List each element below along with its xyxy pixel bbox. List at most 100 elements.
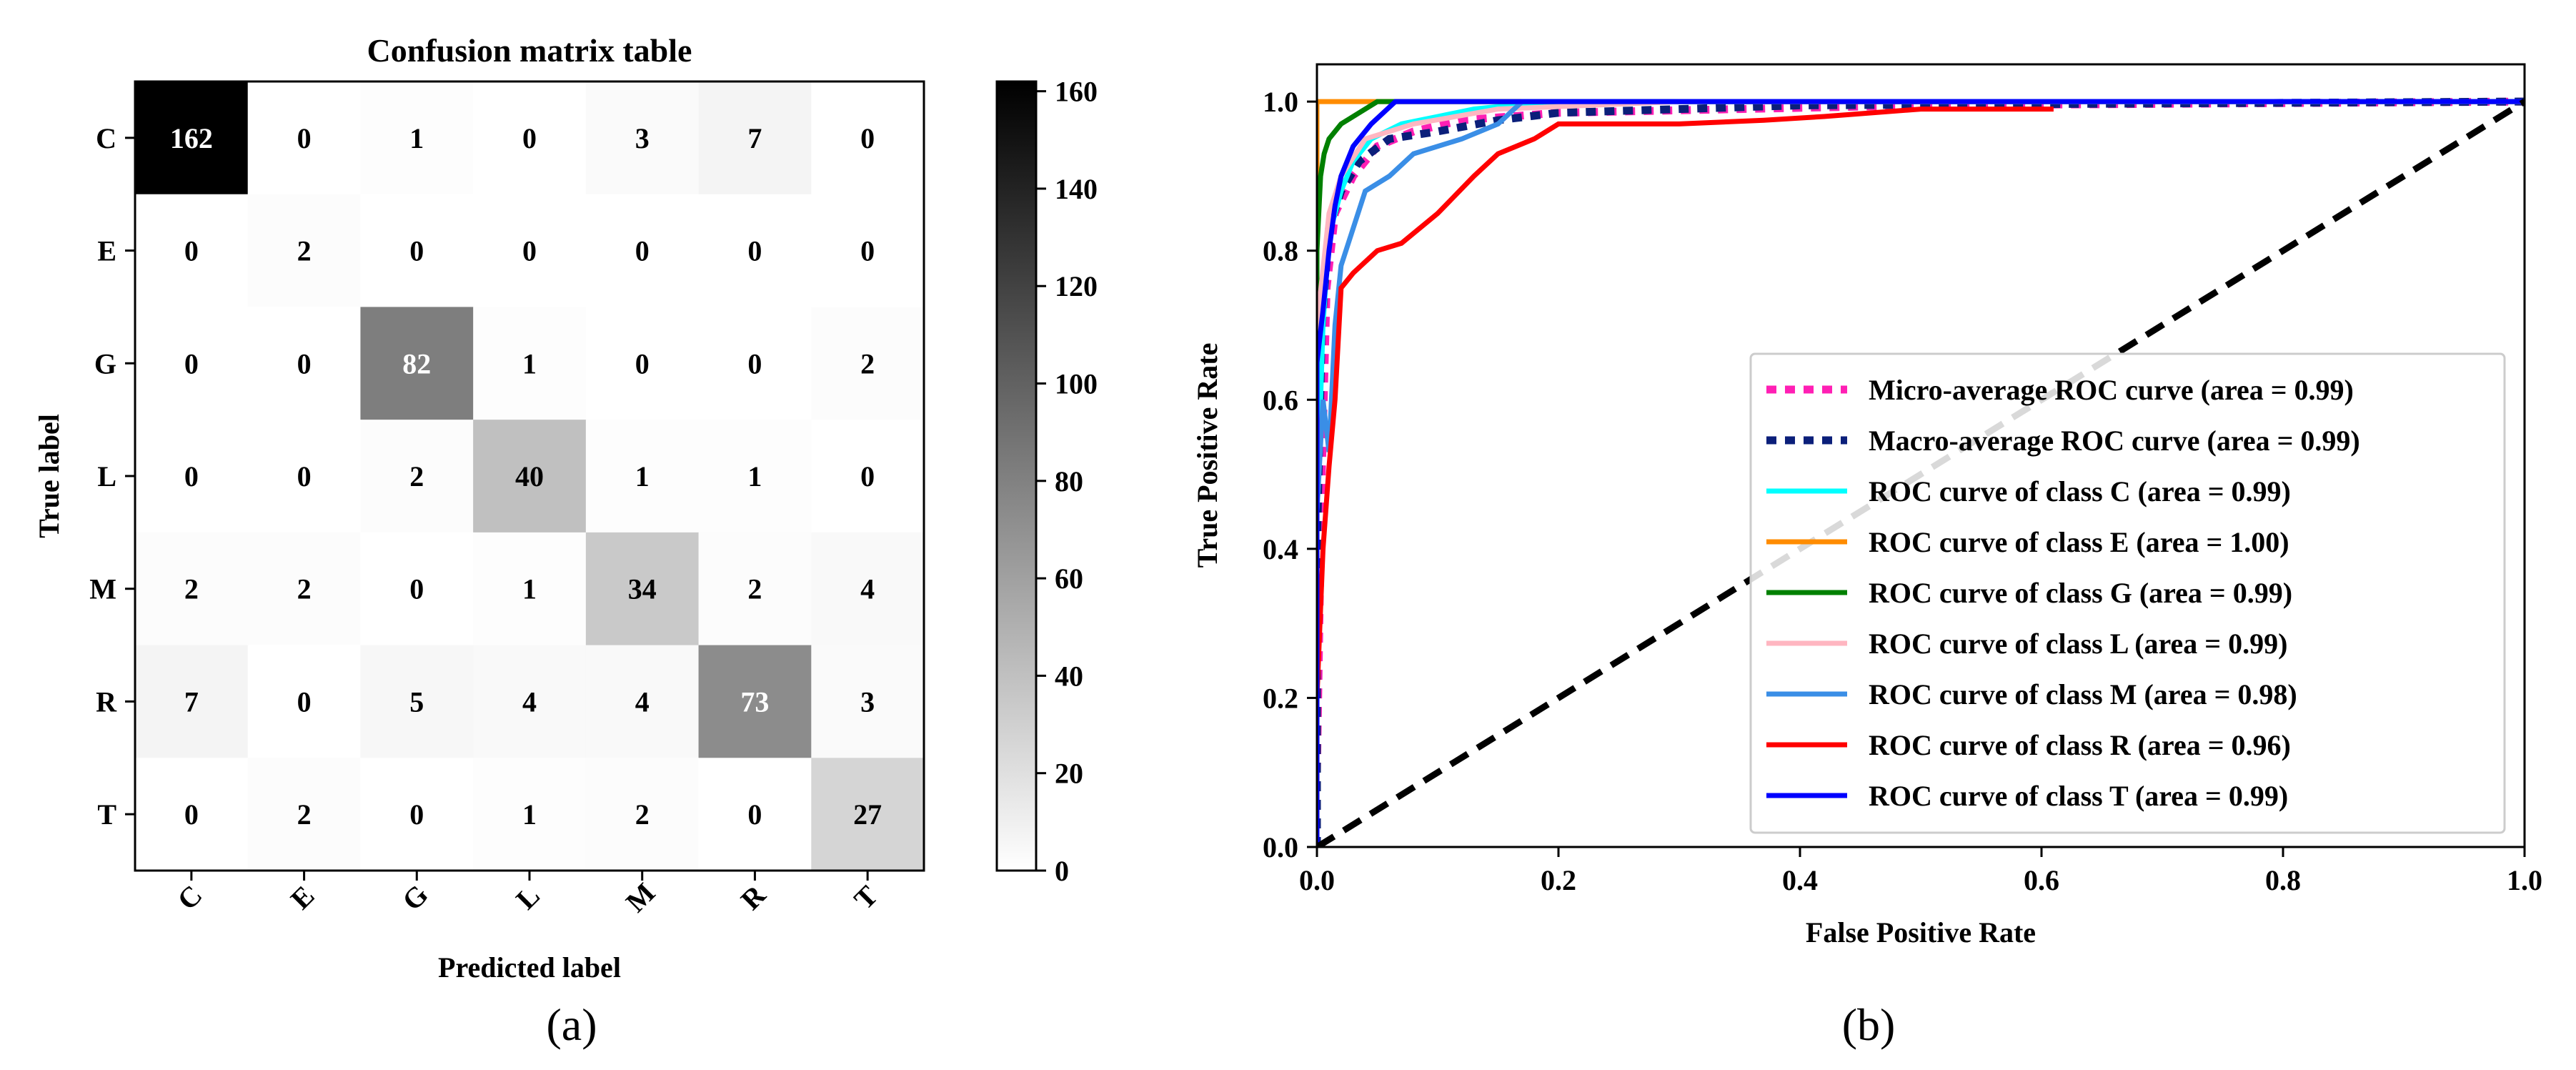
roc-ytick-label: 0.0 [1263, 831, 1298, 863]
cm-cell-value: 1 [747, 460, 762, 492]
cm-ytick-label: E [97, 235, 116, 267]
cm-xtick-label: E [284, 879, 321, 916]
cm-cell [811, 81, 925, 195]
cm-cell [360, 420, 474, 533]
cm-cell [811, 307, 925, 420]
cm-ytick-label: C [96, 122, 116, 154]
cm-xtick-label: R [735, 878, 772, 916]
confusion-matrix-panel: Confusion matrix table 162 0 1 0 3 7 00 2 0 0 0 0 00… [33, 32, 1098, 1050]
roc-ytick-label: 0.6 [1263, 384, 1298, 416]
cm-cell [473, 307, 587, 420]
colorbar-tick-label: 120 [1055, 270, 1098, 302]
cm-cell [585, 81, 700, 195]
cm-cell-value: 1 [522, 573, 537, 605]
roc-series-line [1317, 99, 2525, 847]
cm-xtick-label: T [847, 879, 884, 916]
cm-cell [698, 81, 812, 195]
colorbar [995, 80, 1038, 872]
cm-cell [585, 645, 700, 758]
cm-xtick-label: G [396, 878, 434, 917]
cm-cell-value: 0 [297, 347, 312, 380]
roc-xtick-label: 0.6 [2024, 864, 2059, 896]
cm-cell-value: 2 [297, 798, 312, 831]
legend-label: ROC curve of class C (area = 0.99) [1869, 475, 2291, 507]
cm-cell-value: 34 [628, 573, 657, 605]
legend-label: ROC curve of class L (area = 0.99) [1869, 628, 2287, 660]
cm-cell-value: 0 [522, 122, 537, 154]
roc-xtick-label: 0.4 [1782, 864, 1818, 896]
cm-cell-value: 0 [409, 235, 424, 267]
cm-cell [135, 307, 249, 420]
cm-cell-value: 0 [297, 122, 312, 154]
cm-cell [360, 758, 474, 871]
cm-cell-value: 0 [747, 235, 762, 267]
cm-cell [360, 194, 474, 307]
cm-xtick-label: C [171, 878, 208, 916]
colorbar-tick-label: 100 [1055, 368, 1098, 400]
roc-xtick-label: 0.2 [1541, 864, 1576, 896]
legend-label: ROC curve of class R (area = 0.96) [1869, 729, 2291, 761]
cm-cell-value: 73 [740, 685, 769, 718]
legend-label: ROC curve of class M (area = 0.98) [1869, 678, 2297, 710]
cm-cell [698, 645, 812, 758]
cm-cell [585, 758, 700, 871]
legend-label: Micro-average ROC curve (area = 0.99) [1869, 374, 2354, 406]
cm-cell [585, 194, 700, 307]
cm-cell [247, 645, 361, 758]
cm-cell [811, 194, 925, 307]
cm-cell [811, 645, 925, 758]
cm-cell-value: 0 [297, 685, 312, 718]
confusion-matrix-title: Confusion matrix table [367, 32, 692, 69]
legend-box [1749, 352, 2506, 834]
cm-cell-value: 2 [297, 573, 312, 605]
cm-cell [247, 420, 361, 533]
cm-cell-value: 0 [297, 460, 312, 492]
cm-cell [360, 532, 474, 646]
cm-cell [473, 758, 587, 871]
cm-cell-value: 0 [747, 798, 762, 831]
cm-cell [473, 420, 587, 533]
legend-label: Macro-average ROC curve (area = 0.99) [1869, 425, 2360, 457]
cm-cell-value: 2 [635, 798, 650, 831]
roc-series-line [1317, 99, 2525, 847]
legend-label: ROC curve of class T (area = 0.99) [1869, 780, 2288, 812]
cm-cell [247, 532, 361, 646]
cm-ytick-label: M [89, 573, 116, 605]
cm-cell-value: 1 [522, 798, 537, 831]
roc-frame [1316, 63, 2526, 848]
roc-series-line [1317, 99, 2525, 847]
cm-cell [811, 420, 925, 533]
cm-cell-value: 0 [409, 573, 424, 605]
caption-a: (a) [546, 999, 597, 1050]
cm-cell [247, 81, 361, 195]
cm-cell [360, 645, 474, 758]
roc-series-line [1317, 106, 2054, 847]
cm-cell-value: 4 [522, 685, 537, 718]
cm-cell [247, 194, 361, 307]
roc-xtick-label: 1.0 [2507, 864, 2542, 896]
cm-cell [473, 645, 587, 758]
cm-xlabel: Predicted label [438, 951, 621, 984]
cm-cell [585, 307, 700, 420]
cm-cell-value: 82 [402, 347, 431, 380]
cm-cell-value: 0 [860, 460, 875, 492]
cm-cell-value: 162 [170, 122, 213, 154]
roc-panel: 0.0 0.2 0.4 0.6 0.8 1.0 0.0 0.2 0.4 0.6 0.8 1.0 Fal… [1191, 63, 2542, 1050]
cm-cell [473, 81, 587, 195]
colorbar-tick-label: 160 [1055, 76, 1098, 108]
cm-cell [135, 532, 249, 646]
cm-cell [247, 758, 361, 871]
colorbar-tick-label: 0 [1055, 855, 1069, 887]
roc-xlabel: False Positive Rate [1806, 916, 2036, 948]
cm-cell-value: 2 [297, 235, 312, 267]
cm-cell-value: 0 [409, 798, 424, 831]
cm-cell-value: 0 [635, 235, 650, 267]
cm-cell [473, 532, 587, 646]
cm-cell [698, 420, 812, 533]
cm-cell [135, 194, 249, 307]
cm-cell [247, 307, 361, 420]
cm-ytick-label: T [97, 798, 116, 831]
caption-b: (b) [1842, 999, 1896, 1050]
cm-cell [698, 307, 812, 420]
colorbar-tick-label: 80 [1055, 465, 1083, 497]
